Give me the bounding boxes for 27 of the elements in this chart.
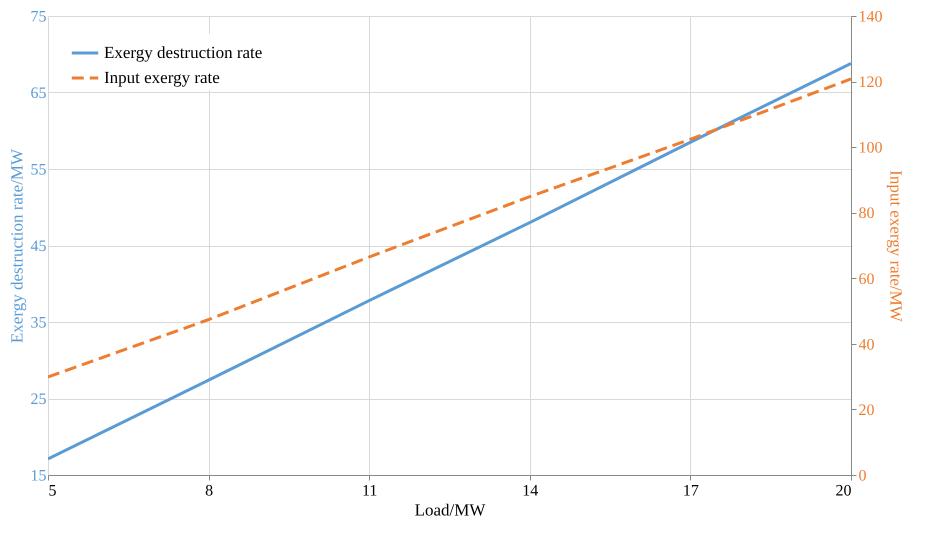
y2-tick-label: 120 (858, 74, 882, 92)
x-axis-title: Load/MW (414, 500, 486, 520)
y-axis-title: Exergy destruction rate/MW (8, 148, 26, 344)
y2-tick-label: 100 (858, 140, 882, 157)
y2-tick-label: 60 (858, 270, 874, 288)
y-tick-label: 75 (30, 8, 46, 26)
x-tick-label: 11 (362, 482, 378, 500)
x-tick-label: 20 (836, 482, 852, 500)
x-tick-label: 5 (48, 482, 56, 500)
x-tick-label: 14 (522, 482, 538, 500)
y-tick-label: 25 (30, 391, 46, 408)
y2-tick-label: 140 (858, 8, 882, 26)
y2-tick-label: 0 (858, 468, 866, 484)
y-tick-label: 45 (30, 238, 46, 255)
line-series (48, 62, 851, 460)
legend-label: Exergy destruction rate (104, 43, 262, 62)
y-tick-label: 15 (30, 468, 46, 484)
y-tick-label: 65 (30, 85, 46, 102)
y2-axis-title: Input exergy rate/MW (886, 170, 906, 323)
y2-tick-label: 40 (858, 336, 874, 354)
y-tick-label: 55 (30, 162, 46, 178)
x-tick-label: 17 (682, 482, 699, 500)
y2-tick-label: 80 (858, 205, 874, 222)
x-tick-label: 8 (205, 482, 214, 500)
y2-tick-label: 20 (858, 402, 874, 419)
legend-label: Input exergy rate (104, 68, 220, 87)
y-tick-label: 35 (30, 314, 46, 332)
